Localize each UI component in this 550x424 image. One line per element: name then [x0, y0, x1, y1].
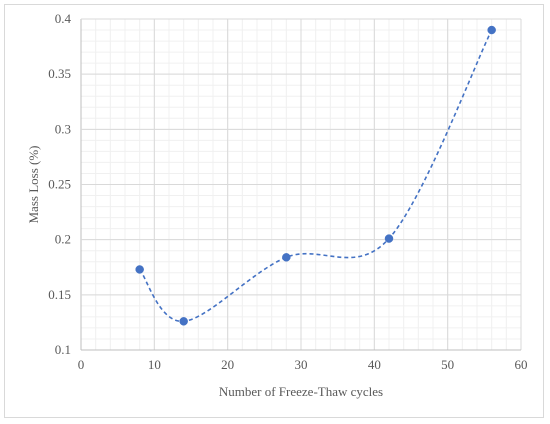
data-point — [179, 317, 188, 326]
data-point — [384, 234, 394, 243]
x-tick-label: 50 — [441, 357, 454, 372]
series-line — [139, 29, 493, 323]
y-tick-label: 0.35 — [48, 66, 71, 81]
x-tick-label: 0 — [78, 357, 85, 372]
major-grid — [80, 18, 522, 351]
x-tick-label: 10 — [148, 357, 161, 372]
x-axis-ticks: 0 10 20 30 40 50 60 — [78, 357, 528, 372]
series-layer — [135, 25, 496, 326]
y-tick-label: 0.25 — [48, 177, 71, 192]
y-tick-label: 0.15 — [48, 287, 71, 302]
y-tick-label: 0.2 — [55, 232, 71, 247]
chart-frame — [4, 4, 544, 418]
y-tick-label: 0.4 — [55, 11, 72, 26]
data-point — [135, 265, 144, 274]
x-tick-label: 30 — [295, 357, 308, 372]
y-axis-title: Mass Loss (%) — [26, 146, 41, 224]
data-point — [282, 253, 291, 262]
x-tick-label: 40 — [368, 357, 381, 372]
x-tick-label: 60 — [515, 357, 528, 372]
y-axis-ticks: 0.1 0.15 0.2 0.25 0.3 0.35 0.4 — [48, 11, 71, 357]
y-tick-label: 0.3 — [55, 121, 71, 136]
x-axis-title: Number of Freeze-Thaw cycles — [219, 384, 383, 399]
data-point — [487, 25, 496, 35]
y-tick-label: 0.1 — [55, 342, 71, 357]
x-tick-label: 20 — [221, 357, 234, 372]
